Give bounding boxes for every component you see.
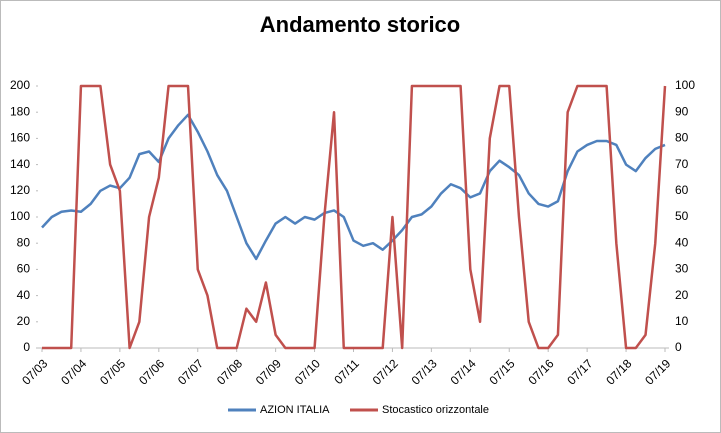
- y2-tick-label: 100: [675, 78, 695, 92]
- y-tick-label: 180: [10, 104, 30, 118]
- y2-tick-label: 50: [675, 209, 689, 223]
- y-tick-label: 160: [10, 131, 30, 145]
- y-tick-label: 80: [17, 235, 31, 249]
- series-line: [41, 113, 666, 261]
- y2-tick-label: 10: [675, 314, 689, 328]
- y-tick-label: 20: [17, 314, 31, 328]
- legend-label: AZION ITALIA: [260, 404, 330, 416]
- y-tick-label: 60: [17, 262, 31, 276]
- y2-tick-label: 20: [675, 288, 689, 302]
- chart-title: Andamento storico: [260, 12, 460, 37]
- legend-label: Stocastico orizzontale: [382, 404, 489, 416]
- series-line: [42, 84, 667, 350]
- y2-tick-label: 40: [675, 235, 689, 249]
- y-tick-label: 120: [10, 183, 30, 197]
- y-tick-label: 140: [10, 157, 30, 171]
- y2-tick-label: 60: [675, 183, 689, 197]
- y-tick-label: 200: [10, 78, 30, 92]
- y2-tick-label: 30: [675, 262, 689, 276]
- y-tick-label: 0: [23, 340, 30, 354]
- y2-tick-label: 80: [675, 131, 689, 145]
- y2-tick-label: 90: [675, 104, 689, 118]
- y2-tick-label: 70: [675, 157, 689, 171]
- y-tick-label: 40: [17, 288, 31, 302]
- y-tick-label: 100: [10, 209, 30, 223]
- y2-tick-label: 0: [675, 340, 682, 354]
